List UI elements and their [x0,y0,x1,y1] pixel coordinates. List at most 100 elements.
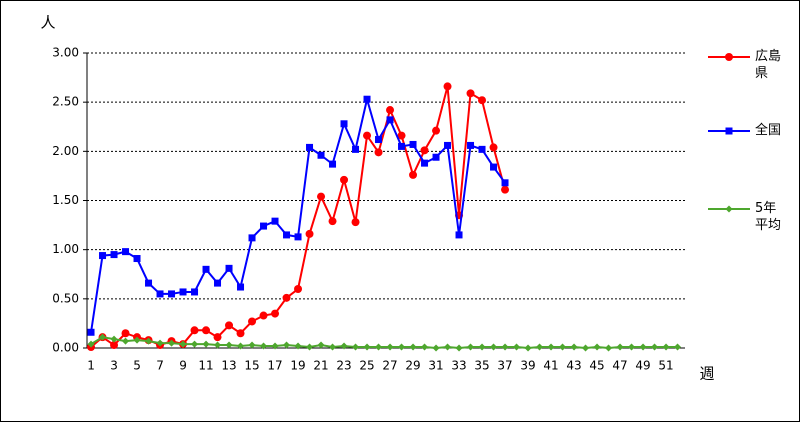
point [444,343,452,351]
point [352,343,360,351]
point [248,234,256,242]
point [133,255,141,263]
point [283,341,291,349]
point [662,343,670,351]
point [420,146,429,155]
point [651,343,659,351]
point [444,141,452,149]
point [237,342,245,350]
point [536,343,544,351]
y-tick-label: 1.50 [52,193,79,207]
point [121,329,130,338]
x-tick-label: 5 [133,359,141,373]
point [179,288,187,296]
point [225,264,233,272]
point [616,343,624,351]
point [156,339,164,347]
x-tick-label: 3 [110,359,118,373]
x-tick-label: 9 [179,359,187,373]
x-tick-label: 49 [635,359,650,373]
point [593,343,601,351]
y-axis-label: 人 [40,14,55,32]
point [725,127,733,135]
point [639,343,647,351]
point [248,317,257,326]
point [133,336,141,344]
x-tick-label: 41 [543,359,558,373]
point [202,340,210,348]
point [191,340,199,348]
point [305,229,314,238]
y-tick-label: 2.50 [52,95,79,109]
point [570,343,578,351]
point [478,96,487,105]
point [397,131,406,140]
point [248,341,256,349]
point [443,82,452,91]
point [501,343,509,351]
x-tick-label: 25 [359,359,374,373]
point [340,342,348,350]
x-tick-label: 21 [313,359,328,373]
y-tick-label: 3.00 [52,46,79,60]
x-tick-label: 15 [244,359,259,373]
point [490,163,498,171]
legend-label: 全国 [755,123,782,138]
x-tick-label: 17 [267,359,282,373]
point [317,151,325,159]
point [466,89,475,98]
point [122,337,130,345]
point [156,290,164,298]
point [432,153,440,161]
y-tick-label: 0.50 [52,291,79,305]
x-tick-label: 45 [589,359,604,373]
point [329,343,337,351]
x-tick-label: 7 [156,359,164,373]
x-tick-label: 23 [336,359,351,373]
x-tick-label: 27 [382,359,397,373]
point [87,340,95,348]
point [374,148,383,157]
point [489,143,498,152]
point [421,343,429,351]
x-tick-label: 33 [451,359,466,373]
point [340,120,348,128]
point [306,343,314,351]
point [282,293,291,302]
point [122,248,130,256]
point [386,343,394,351]
x-tick-label: 1 [87,359,95,373]
point [467,141,475,149]
point [725,53,733,61]
point [145,279,153,287]
point [363,131,372,140]
point [582,344,590,352]
point [490,343,498,351]
point [455,231,463,239]
point [87,328,95,336]
point [179,340,187,348]
legend-label: 広島県 [755,49,782,81]
point [501,185,510,194]
point [363,95,371,103]
x-tick-label: 29 [405,359,420,373]
point [386,116,394,124]
x-tick-label: 47 [612,359,627,373]
x-tick-label: 51 [658,359,673,373]
x-tick-label: 19 [290,359,305,373]
point [725,205,733,213]
point [559,343,567,351]
point [214,341,222,349]
y-tick-label: 0.00 [52,341,79,355]
x-tick-label: 13 [221,359,236,373]
point [478,145,486,153]
point [628,343,636,351]
point [386,106,395,115]
point [294,342,302,350]
point [294,233,302,241]
point [110,335,118,343]
point [329,160,337,168]
point [363,343,371,351]
